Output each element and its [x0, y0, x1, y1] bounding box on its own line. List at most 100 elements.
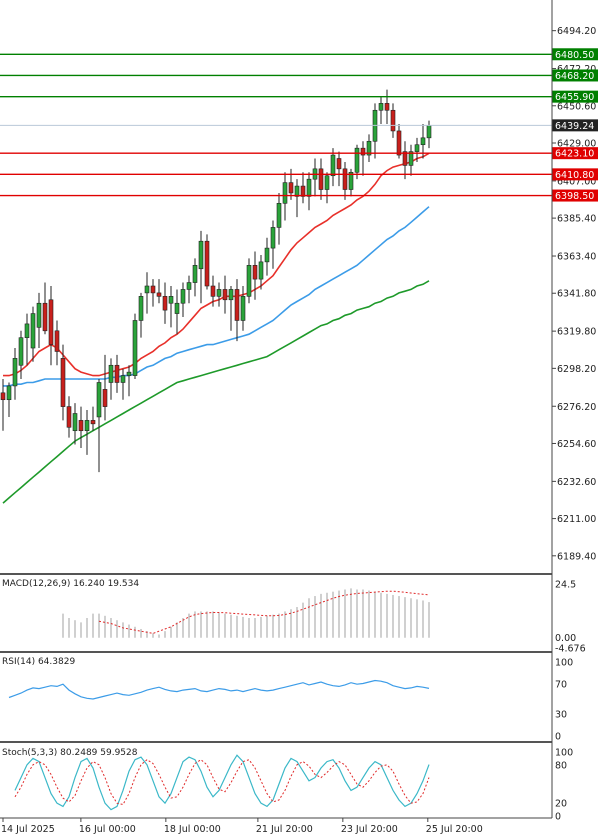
bearish-candle	[319, 169, 323, 190]
bearish-candle	[289, 183, 293, 193]
price-axis-label: 6254.60	[557, 439, 596, 450]
time-axis-label: 16 Jul 00:00	[79, 824, 136, 835]
bearish-candle	[253, 265, 257, 279]
bullish-candle	[73, 413, 77, 430]
price-axis-label: 6232.60	[557, 477, 596, 488]
bullish-candle	[241, 296, 245, 320]
price-axis-label: 6189.40	[557, 551, 596, 562]
bullish-candle	[181, 289, 185, 303]
bullish-candle	[325, 176, 329, 190]
last-price-label: 6439.24	[555, 121, 594, 132]
bearish-candle	[343, 169, 347, 190]
level-label: 6468.20	[555, 71, 594, 82]
bullish-candle	[31, 314, 35, 348]
bullish-candle	[271, 227, 275, 248]
bullish-candle	[133, 320, 137, 375]
time-axis-label: 23 Jul 20:00	[341, 824, 398, 835]
bullish-candle	[277, 203, 281, 227]
bearish-candle	[67, 407, 71, 428]
bullish-candle	[187, 283, 191, 290]
bullish-candle	[169, 296, 173, 303]
macd-title: MACD(12,26,9) 16.240 19.534	[2, 579, 139, 589]
price-axis-label: 6276.20	[557, 402, 596, 413]
bearish-candle	[43, 303, 47, 331]
macd-signal-line	[99, 591, 429, 633]
level-label: 6480.50	[555, 50, 594, 61]
time-axis-label: 18 Jul 00:00	[164, 824, 221, 835]
bullish-candle	[175, 303, 179, 313]
bullish-candle	[379, 103, 383, 110]
bullish-candle	[199, 241, 203, 269]
level-label: 6455.90	[555, 92, 594, 103]
bullish-candle	[283, 183, 287, 204]
bullish-candle	[19, 338, 23, 366]
bullish-candle	[229, 289, 233, 299]
price-axis-label: 6363.40	[557, 252, 596, 263]
bearish-candle	[385, 103, 389, 110]
time-axis-label: 21 Jul 20:00	[256, 824, 313, 835]
bearish-candle	[211, 286, 215, 296]
bullish-candle	[259, 262, 263, 279]
rsi-title: RSI(14) 64.3829	[2, 657, 75, 667]
bearish-candle	[1, 393, 5, 400]
bearish-candle	[391, 110, 395, 131]
bearish-candle	[361, 148, 365, 155]
level-label: 6410.80	[555, 170, 594, 181]
bearish-candle	[397, 131, 401, 155]
bullish-candle	[127, 372, 131, 375]
bullish-candle	[97, 382, 101, 416]
level-label: 6423.10	[555, 149, 594, 160]
bullish-candle	[145, 286, 149, 293]
bullish-candle	[421, 138, 425, 145]
rsi-axis-label: 0	[555, 732, 561, 743]
bullish-candle	[415, 145, 419, 152]
rsi-axis-label: 100	[555, 658, 573, 669]
bullish-candle	[85, 420, 89, 430]
price-axis-label: 6319.80	[557, 327, 596, 338]
macd-axis-label: 24.5	[555, 580, 576, 591]
bearish-candle	[205, 241, 209, 286]
bullish-candle	[331, 155, 335, 176]
bearish-candle	[235, 289, 239, 320]
bullish-candle	[355, 148, 359, 172]
bullish-candle	[37, 303, 41, 327]
bullish-candle	[7, 386, 11, 400]
bearish-candle	[49, 300, 53, 345]
bearish-candle	[91, 420, 95, 423]
bearish-candle	[61, 358, 65, 406]
bullish-candle	[121, 376, 125, 383]
bullish-candle	[307, 179, 311, 196]
stoch-d-line	[15, 760, 429, 805]
price-axis-label: 6211.00	[557, 514, 596, 525]
bearish-candle	[103, 389, 107, 406]
macd-axis-label: -4.676	[555, 644, 586, 655]
stoch-axis-label: 0	[555, 812, 561, 823]
bearish-candle	[337, 159, 341, 169]
level-label: 6398.50	[555, 191, 594, 202]
bullish-candle	[139, 296, 143, 320]
bearish-candle	[151, 286, 155, 293]
rsi-axis-label: 70	[555, 680, 567, 691]
stoch-axis-label: 20	[555, 799, 567, 810]
stoch-title: Stoch(5,3,3) 80.2489 59.9528	[2, 748, 138, 758]
bullish-candle	[247, 265, 251, 296]
price-axis-label: 6298.20	[557, 364, 596, 375]
stoch-k-line	[15, 755, 429, 809]
bearish-candle	[163, 296, 167, 310]
bearish-candle	[55, 331, 59, 352]
rsi-line	[9, 681, 429, 700]
time-axis-label: 14 Jul 2025	[1, 824, 55, 835]
bullish-candle	[25, 324, 29, 338]
bearish-candle	[79, 420, 83, 430]
bearish-candle	[157, 293, 161, 296]
moving-average-red	[3, 153, 429, 375]
moving-average-green	[3, 281, 429, 503]
bearish-candle	[115, 365, 119, 382]
time-axis-label: 25 Jul 20:00	[426, 824, 483, 835]
bullish-candle	[193, 265, 197, 282]
bullish-candle	[13, 358, 17, 386]
bullish-candle	[109, 365, 113, 382]
stoch-axis-label: 80	[555, 760, 567, 771]
bearish-candle	[223, 289, 227, 299]
